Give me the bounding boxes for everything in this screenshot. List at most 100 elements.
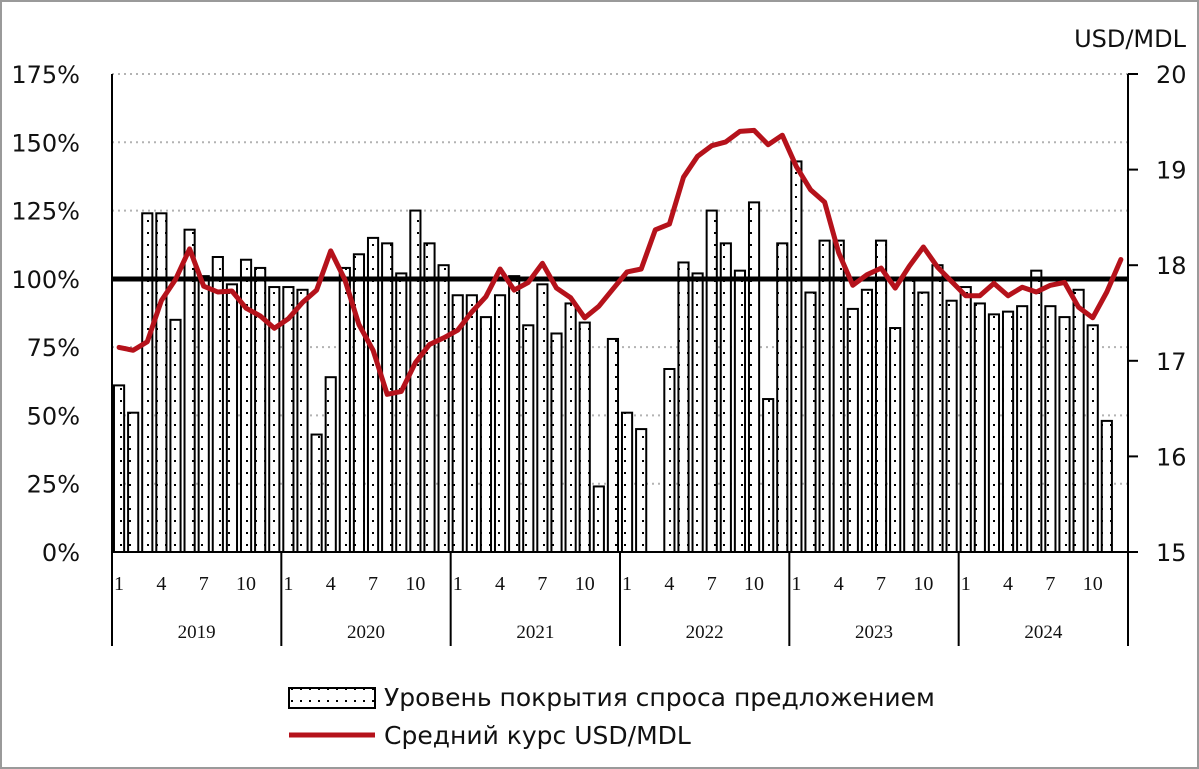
month-tick-label: 4 xyxy=(495,573,505,595)
legend: Уровень покрытия спроса предложением Сре… xyxy=(288,683,935,750)
left-tick-label: 125% xyxy=(11,198,80,226)
bar xyxy=(691,272,704,553)
bar xyxy=(663,367,676,553)
bar xyxy=(846,307,859,553)
year-label: 2019 xyxy=(178,622,216,643)
bar xyxy=(254,266,267,553)
bar xyxy=(197,275,210,553)
legend-bar-label: Уровень покрытия спроса предложением xyxy=(384,683,935,712)
bar xyxy=(1100,419,1113,553)
month-tick-label: 1 xyxy=(283,573,293,595)
right-tick-label: 15 xyxy=(1156,539,1187,567)
left-tick-label: 50% xyxy=(27,402,80,430)
bar xyxy=(169,318,182,554)
month-tick-label: 4 xyxy=(1003,573,1013,595)
left-tick-label: 75% xyxy=(27,334,80,362)
bar xyxy=(493,294,507,553)
bar xyxy=(790,160,803,554)
bar xyxy=(381,242,394,553)
month-tick-label: 1 xyxy=(961,573,971,595)
bar xyxy=(818,239,831,553)
year-label: 2022 xyxy=(686,622,724,643)
month-tick-label: 1 xyxy=(453,573,463,595)
month-tick-label: 10 xyxy=(744,573,764,595)
bar xyxy=(705,209,718,553)
bar xyxy=(606,337,620,553)
year-label: 2020 xyxy=(347,622,385,643)
bar xyxy=(578,321,591,553)
month-tick-label: 4 xyxy=(156,573,166,595)
month-tick-label: 7 xyxy=(199,573,209,595)
bar-series xyxy=(112,160,1113,554)
bar xyxy=(1016,305,1029,553)
bar xyxy=(564,302,577,553)
bar xyxy=(733,269,747,553)
bar xyxy=(366,236,380,553)
bar xyxy=(776,242,789,553)
year-separators xyxy=(111,552,1129,646)
bar xyxy=(127,411,140,553)
bar xyxy=(903,277,916,553)
right-tick-label: 20 xyxy=(1156,61,1187,89)
bar xyxy=(959,286,972,553)
month-tick-label: 7 xyxy=(1045,573,1055,595)
x-axis-month-ticks: 1 4 7 10 1 4 7 10 1 4 7 10 1 4 7 10 1 4 7 10 1 4 7 10 xyxy=(114,573,1103,595)
bar xyxy=(465,294,478,553)
legend-line-label: Средний курс USD/MDL xyxy=(384,721,691,750)
bar xyxy=(762,398,775,554)
right-tick-label: 19 xyxy=(1156,157,1187,185)
bar xyxy=(987,313,1001,554)
right-tick-label: 17 xyxy=(1156,348,1187,376)
bar xyxy=(620,411,634,553)
bar xyxy=(522,324,535,554)
bar xyxy=(945,299,958,553)
bar xyxy=(874,239,888,553)
bar xyxy=(860,288,874,553)
year-labels: 2019 2020 2021 2022 2023 2024 xyxy=(178,622,1063,643)
bar xyxy=(409,209,422,553)
bar xyxy=(832,239,845,553)
month-tick-label: 7 xyxy=(537,573,547,595)
year-label: 2024 xyxy=(1024,622,1063,643)
month-tick-label: 7 xyxy=(876,573,886,595)
bar xyxy=(1030,269,1043,553)
right-axis-unit-label: USD/MDL xyxy=(1074,25,1187,53)
bar xyxy=(550,332,563,553)
bar xyxy=(352,253,366,553)
year-label: 2021 xyxy=(516,622,554,643)
bar xyxy=(804,291,817,553)
bar xyxy=(155,212,168,553)
month-tick-label: 7 xyxy=(368,573,378,595)
left-tick-label: 175% xyxy=(11,61,80,89)
right-tick-label: 16 xyxy=(1156,443,1187,471)
month-tick-label: 10 xyxy=(575,573,595,595)
month-tick-label: 4 xyxy=(326,573,336,595)
bar xyxy=(536,283,549,553)
bar xyxy=(282,286,295,553)
month-tick-label: 10 xyxy=(913,573,933,595)
bar xyxy=(225,283,239,553)
month-tick-label: 1 xyxy=(791,573,801,595)
bar xyxy=(310,433,323,554)
bar xyxy=(324,376,337,553)
left-tick-label: 0% xyxy=(42,539,80,567)
bar xyxy=(112,384,126,553)
legend-bar-swatch xyxy=(288,687,376,709)
month-tick-label: 10 xyxy=(405,573,425,595)
bar xyxy=(141,212,154,553)
bar xyxy=(479,316,493,553)
month-tick-label: 7 xyxy=(707,573,717,595)
bar xyxy=(747,201,761,553)
bar xyxy=(973,302,986,553)
bar xyxy=(1072,288,1085,553)
line-series-usd-mdl xyxy=(116,127,1124,397)
left-tick-label: 150% xyxy=(11,129,80,157)
bar xyxy=(677,261,690,553)
left-tick-label: 25% xyxy=(27,471,80,499)
bar xyxy=(1058,316,1071,553)
bar xyxy=(889,327,902,553)
month-tick-label: 1 xyxy=(114,573,124,595)
month-tick-label: 10 xyxy=(1083,573,1103,595)
month-tick-label: 4 xyxy=(664,573,674,595)
